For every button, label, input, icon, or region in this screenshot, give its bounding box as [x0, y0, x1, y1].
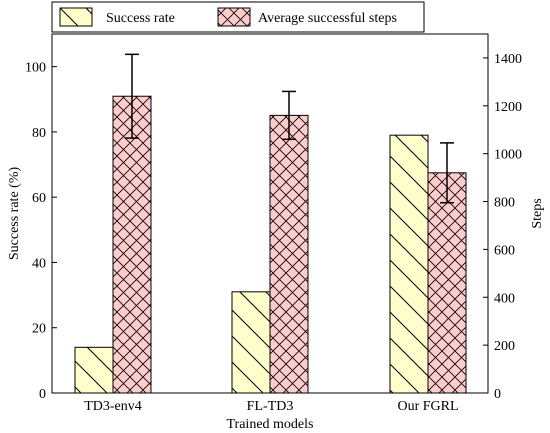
error-bar-our-fgrl	[440, 142, 454, 204]
bar-td3-env4-success-rate-hatch	[74, 346, 114, 394]
x-axis-title: Trained models	[227, 417, 314, 432]
error-bar-td3-env4	[125, 53, 139, 139]
error-bar-fl-td3	[282, 90, 296, 141]
left-tick-label: 0	[39, 387, 46, 402]
right-tick-label: 1000	[494, 148, 522, 163]
legend-label-success-rate: Success rate	[106, 11, 175, 26]
y-axis-title-right: Steps	[530, 198, 545, 228]
bar-fl-td3-success-rate-hatch	[231, 291, 271, 394]
right-tick-label: 1200	[494, 100, 522, 115]
legend-swatch-average-successful-steps-hatch	[217, 7, 251, 27]
bars-layer	[74, 95, 467, 394]
bar-fl-td3-steps-hatch	[269, 114, 309, 394]
legend-swatch-success-rate-hatch	[59, 7, 93, 27]
left-tick-label: 40	[32, 256, 46, 271]
bar-td3-env4-steps-hatch	[112, 95, 152, 394]
error-bars-layer	[125, 53, 454, 204]
x-tick-label: Our FGRL	[397, 399, 458, 414]
left-tick-label: 100	[25, 61, 46, 76]
right-tick-label: 0	[494, 387, 501, 402]
right-tick-label: 800	[494, 196, 515, 211]
right-tick-label: 1400	[494, 52, 522, 67]
bar-our-fgrl-steps-hatch	[427, 172, 467, 394]
left-tick-label: 20	[32, 322, 46, 337]
right-tick-label: 600	[494, 243, 515, 258]
legend: Success rate Average successful steps	[51, 1, 425, 33]
right-tick-label: 400	[494, 291, 515, 306]
legend-label-average-successful-steps: Average successful steps	[258, 11, 397, 26]
bar-our-fgrl-success-rate-hatch	[389, 134, 429, 394]
left-tick-label: 60	[32, 191, 46, 206]
x-tick-label: FL-TD3	[247, 399, 294, 414]
axes-layer: 0204060801000200400600800100012001400TD3…	[7, 33, 545, 432]
y-axis-title-left: Success rate (%)	[7, 167, 22, 261]
left-tick-label: 80	[32, 126, 46, 141]
x-tick-label: TD3-env4	[84, 399, 142, 414]
right-tick-label: 200	[494, 339, 515, 354]
